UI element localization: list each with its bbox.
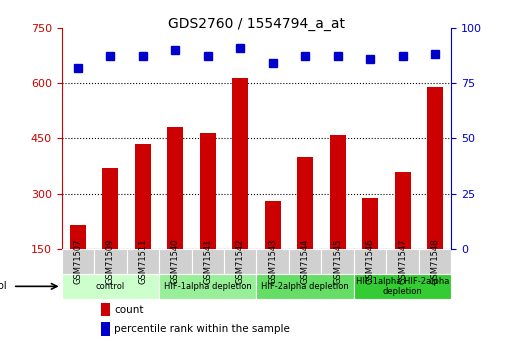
Text: HIF-1alpha depletion: HIF-1alpha depletion xyxy=(164,282,252,291)
Bar xyxy=(322,249,354,274)
Bar xyxy=(127,249,159,274)
Text: GSM71541: GSM71541 xyxy=(203,239,212,284)
Bar xyxy=(101,322,110,336)
Bar xyxy=(289,249,322,274)
Bar xyxy=(159,274,256,299)
Text: GSM71511: GSM71511 xyxy=(139,239,147,284)
Bar xyxy=(297,157,313,305)
Bar xyxy=(200,133,216,305)
Text: control: control xyxy=(95,282,125,291)
Text: protocol: protocol xyxy=(0,282,6,291)
Bar xyxy=(159,249,191,274)
Text: GSM71544: GSM71544 xyxy=(301,239,310,284)
Bar xyxy=(224,249,256,274)
Bar xyxy=(427,87,443,305)
Bar xyxy=(167,127,183,305)
Text: count: count xyxy=(114,305,144,315)
Bar xyxy=(70,225,86,305)
Text: GSM71509: GSM71509 xyxy=(106,239,115,284)
Text: GSM71548: GSM71548 xyxy=(431,239,440,285)
Text: GSM71546: GSM71546 xyxy=(366,239,374,285)
Bar xyxy=(232,78,248,305)
Bar xyxy=(256,274,354,299)
Text: HIF-1alpha HIF-2alpha
depletion: HIF-1alpha HIF-2alpha depletion xyxy=(356,277,449,296)
Text: GSM71507: GSM71507 xyxy=(73,239,82,285)
Text: GDS2760 / 1554794_a_at: GDS2760 / 1554794_a_at xyxy=(168,17,345,31)
Bar xyxy=(419,249,451,274)
Bar xyxy=(394,172,411,305)
Text: GSM71542: GSM71542 xyxy=(236,239,245,284)
Text: GSM71540: GSM71540 xyxy=(171,239,180,284)
Text: GSM71547: GSM71547 xyxy=(398,239,407,285)
Bar xyxy=(191,249,224,274)
Text: percentile rank within the sample: percentile rank within the sample xyxy=(114,324,290,334)
Bar xyxy=(102,168,119,305)
Bar xyxy=(256,249,289,274)
Bar xyxy=(354,249,386,274)
Bar xyxy=(62,249,94,274)
Bar xyxy=(386,249,419,274)
Text: HIF-2alpha depletion: HIF-2alpha depletion xyxy=(261,282,349,291)
Bar xyxy=(265,201,281,305)
Bar xyxy=(362,198,378,305)
Bar xyxy=(94,249,127,274)
Bar xyxy=(134,144,151,305)
Bar xyxy=(101,303,110,316)
Bar xyxy=(62,274,159,299)
Bar xyxy=(354,274,451,299)
Text: GSM71543: GSM71543 xyxy=(268,239,277,285)
Bar xyxy=(329,135,346,305)
Text: GSM71545: GSM71545 xyxy=(333,239,342,284)
